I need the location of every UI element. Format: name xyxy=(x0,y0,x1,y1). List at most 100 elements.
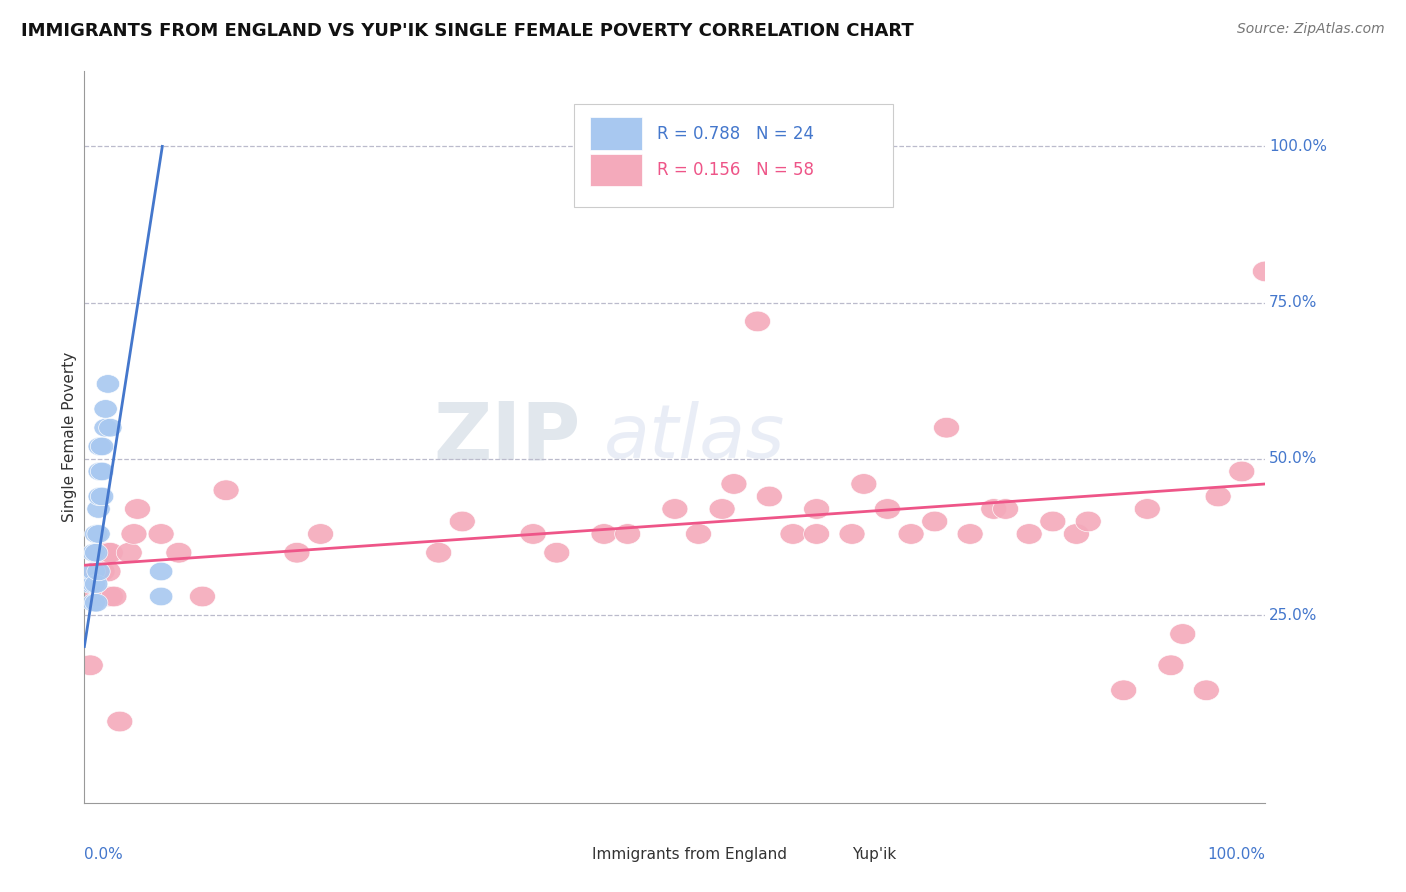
Ellipse shape xyxy=(83,586,110,607)
Ellipse shape xyxy=(98,418,122,437)
Ellipse shape xyxy=(614,524,641,544)
Ellipse shape xyxy=(686,524,711,544)
FancyBboxPatch shape xyxy=(591,154,641,186)
Ellipse shape xyxy=(1194,680,1219,700)
Text: IMMIGRANTS FROM ENGLAND VS YUP'IK SINGLE FEMALE POVERTY CORRELATION CHART: IMMIGRANTS FROM ENGLAND VS YUP'IK SINGLE… xyxy=(21,22,914,40)
Ellipse shape xyxy=(993,499,1018,519)
Ellipse shape xyxy=(957,524,983,544)
Ellipse shape xyxy=(89,462,111,481)
Ellipse shape xyxy=(83,561,110,582)
Ellipse shape xyxy=(1170,624,1195,644)
Ellipse shape xyxy=(79,574,103,593)
Ellipse shape xyxy=(84,524,108,543)
Ellipse shape xyxy=(591,524,617,544)
Ellipse shape xyxy=(875,499,900,519)
Ellipse shape xyxy=(149,587,173,606)
Ellipse shape xyxy=(82,562,105,581)
Ellipse shape xyxy=(1076,511,1101,532)
Ellipse shape xyxy=(87,524,110,543)
Ellipse shape xyxy=(839,524,865,544)
Y-axis label: Single Female Poverty: Single Female Poverty xyxy=(62,352,77,522)
Ellipse shape xyxy=(934,417,959,438)
Ellipse shape xyxy=(121,524,148,544)
Ellipse shape xyxy=(96,542,121,563)
Ellipse shape xyxy=(166,542,191,563)
Ellipse shape xyxy=(981,499,1007,519)
Ellipse shape xyxy=(898,524,924,544)
Ellipse shape xyxy=(745,311,770,332)
Ellipse shape xyxy=(426,542,451,563)
Ellipse shape xyxy=(90,462,114,481)
Text: 100.0%: 100.0% xyxy=(1208,847,1265,862)
Ellipse shape xyxy=(1017,524,1042,544)
Ellipse shape xyxy=(149,562,173,581)
Text: R = 0.788   N = 24: R = 0.788 N = 24 xyxy=(657,125,814,143)
Ellipse shape xyxy=(93,542,118,563)
FancyBboxPatch shape xyxy=(827,832,849,862)
Ellipse shape xyxy=(125,499,150,519)
Ellipse shape xyxy=(82,574,105,593)
Text: 100.0%: 100.0% xyxy=(1270,139,1327,154)
Text: Immigrants from England: Immigrants from England xyxy=(592,847,787,862)
Text: R = 0.156   N = 58: R = 0.156 N = 58 xyxy=(657,161,814,179)
Text: Yup'ik: Yup'ik xyxy=(852,847,896,862)
Ellipse shape xyxy=(97,542,124,563)
Text: 25.0%: 25.0% xyxy=(1270,607,1317,623)
Ellipse shape xyxy=(82,593,105,612)
Ellipse shape xyxy=(1159,655,1184,675)
Ellipse shape xyxy=(148,524,174,544)
Ellipse shape xyxy=(662,499,688,519)
Ellipse shape xyxy=(89,487,111,506)
Ellipse shape xyxy=(756,486,782,507)
Ellipse shape xyxy=(1229,461,1254,482)
Ellipse shape xyxy=(1040,511,1066,532)
Ellipse shape xyxy=(77,655,103,675)
Ellipse shape xyxy=(96,561,121,582)
Ellipse shape xyxy=(284,542,309,563)
Ellipse shape xyxy=(1253,261,1278,282)
Ellipse shape xyxy=(1135,499,1160,519)
Ellipse shape xyxy=(89,437,111,456)
Ellipse shape xyxy=(1111,680,1136,700)
Text: atlas: atlas xyxy=(605,401,786,473)
Ellipse shape xyxy=(90,437,114,456)
Ellipse shape xyxy=(86,542,111,563)
Ellipse shape xyxy=(190,586,215,607)
FancyBboxPatch shape xyxy=(575,104,893,207)
FancyBboxPatch shape xyxy=(591,118,641,150)
Ellipse shape xyxy=(84,574,108,593)
Ellipse shape xyxy=(450,511,475,532)
Ellipse shape xyxy=(214,480,239,500)
Ellipse shape xyxy=(721,474,747,494)
Ellipse shape xyxy=(117,542,142,563)
FancyBboxPatch shape xyxy=(567,832,591,862)
Ellipse shape xyxy=(922,511,948,532)
Ellipse shape xyxy=(87,562,110,581)
Text: 50.0%: 50.0% xyxy=(1270,451,1317,467)
Ellipse shape xyxy=(520,524,546,544)
Ellipse shape xyxy=(89,586,115,607)
Ellipse shape xyxy=(96,375,120,393)
Ellipse shape xyxy=(90,487,114,506)
Text: 0.0%: 0.0% xyxy=(84,847,124,862)
Ellipse shape xyxy=(94,400,117,418)
Ellipse shape xyxy=(107,711,132,731)
Ellipse shape xyxy=(544,542,569,563)
Ellipse shape xyxy=(89,561,115,582)
Ellipse shape xyxy=(87,500,110,518)
Ellipse shape xyxy=(94,418,117,437)
Ellipse shape xyxy=(804,499,830,519)
Ellipse shape xyxy=(709,499,735,519)
Ellipse shape xyxy=(1063,524,1090,544)
Ellipse shape xyxy=(308,524,333,544)
Ellipse shape xyxy=(97,586,124,607)
Ellipse shape xyxy=(1205,486,1232,507)
Text: Source: ZipAtlas.com: Source: ZipAtlas.com xyxy=(1237,22,1385,37)
Ellipse shape xyxy=(804,524,830,544)
Ellipse shape xyxy=(84,543,108,562)
Ellipse shape xyxy=(82,543,105,562)
Ellipse shape xyxy=(780,524,806,544)
Ellipse shape xyxy=(84,593,108,612)
Text: ZIP: ZIP xyxy=(433,398,581,476)
Ellipse shape xyxy=(101,586,127,607)
